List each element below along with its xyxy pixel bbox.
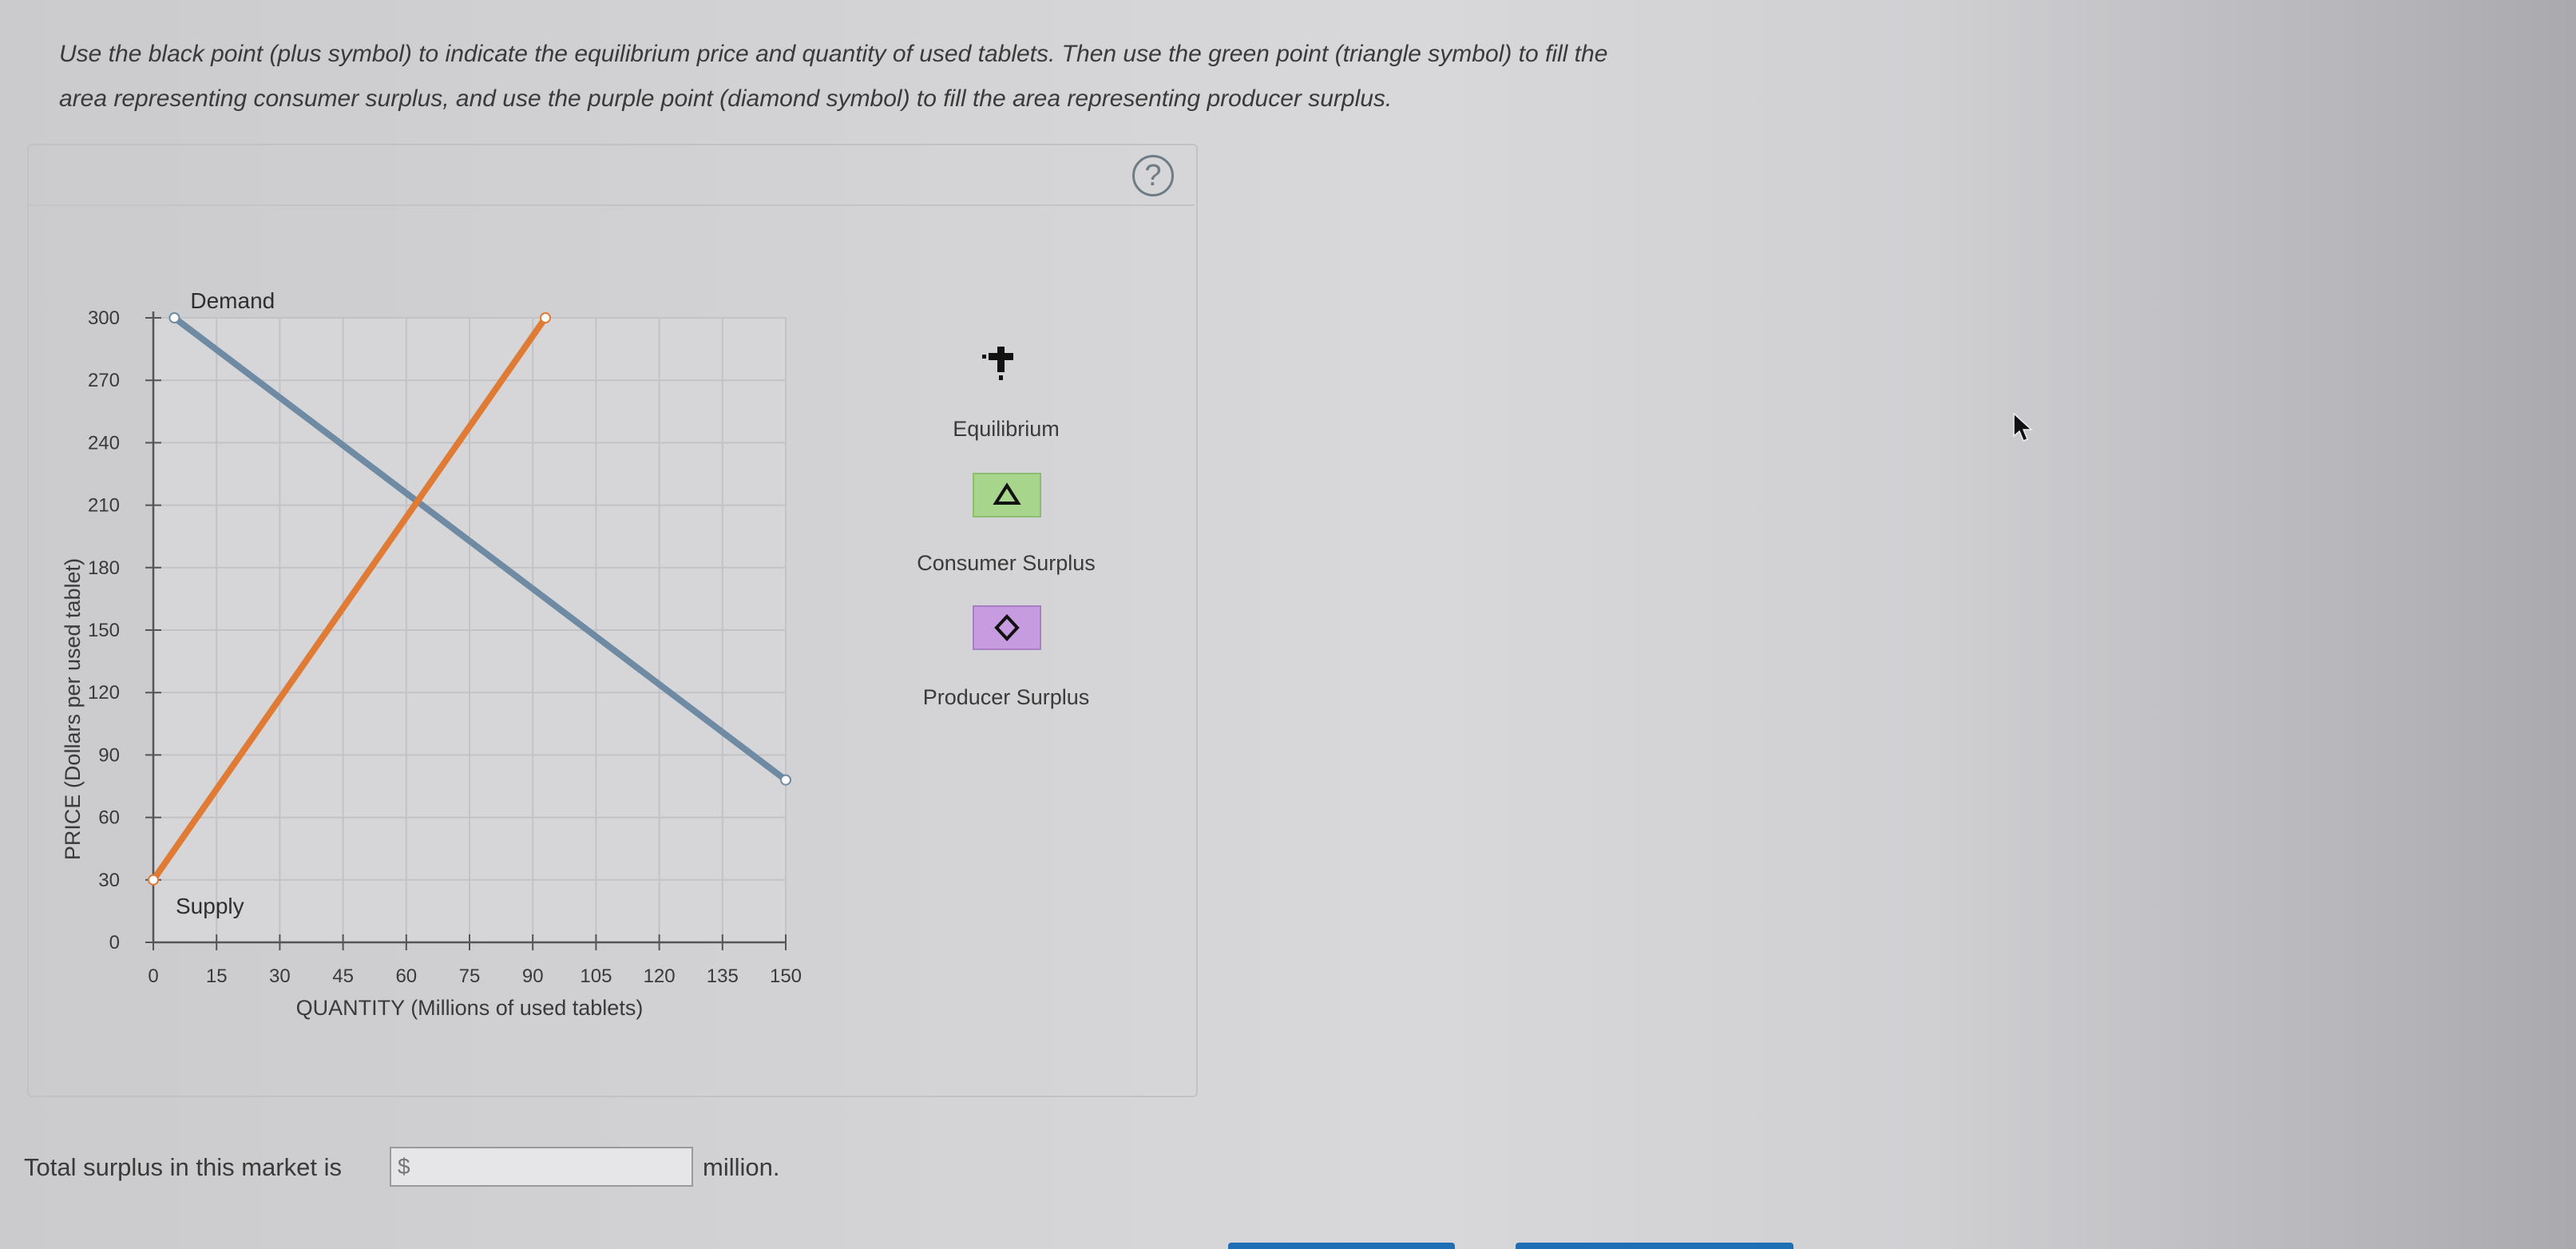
total-surplus-input[interactable] xyxy=(390,1147,693,1187)
total-surplus-label: Total surplus in this market is xyxy=(24,1153,342,1181)
consumer-surplus-label: Consumer Surplus xyxy=(917,551,1096,575)
equilibrium-label: Equilibrium xyxy=(953,417,1060,441)
consumer-surplus-tool[interactable] xyxy=(973,473,1041,517)
x-axis-label: QUANTITY (Millions of used tablets) xyxy=(296,996,644,1020)
instructions: Use the black point (plus symbol) to ind… xyxy=(59,32,1896,121)
y-tick-label: 30 xyxy=(98,870,120,891)
total-surplus-unit: million. xyxy=(703,1153,780,1181)
mouse-cursor-icon xyxy=(2013,412,2033,442)
y-tick-label: 0 xyxy=(109,932,120,954)
graph-widget xyxy=(27,144,1198,1097)
supply-curve[interactable] xyxy=(150,315,549,883)
x-tick-label: 120 xyxy=(644,965,676,987)
producer-surplus-label: Producer Surplus xyxy=(922,685,1090,709)
y-axis-label: PRICE (Dollars per used tablet) xyxy=(61,558,85,860)
y-tick-label: 300 xyxy=(88,307,120,329)
x-tick-label: 45 xyxy=(332,965,354,987)
x-tick-label: 105 xyxy=(580,965,612,987)
producer-surplus-tool[interactable] xyxy=(973,605,1041,650)
x-tick-label: 30 xyxy=(269,965,291,987)
x-tick-label: 15 xyxy=(206,965,228,987)
demand-label: Demand xyxy=(190,288,275,313)
y-tick-label: 60 xyxy=(98,807,120,829)
supply-endpoint[interactable] xyxy=(540,312,552,323)
help-button[interactable]: ? xyxy=(1132,155,1174,196)
y-tick-label: 180 xyxy=(88,557,120,579)
instructions-line-2: area representing consumer surplus, and … xyxy=(59,85,1393,112)
diamond-icon xyxy=(994,614,1020,641)
x-tick-label: 60 xyxy=(395,965,417,987)
bottom-button-right[interactable] xyxy=(1516,1243,1793,1249)
demand-curve[interactable] xyxy=(171,315,789,783)
bottom-button-left[interactable] xyxy=(1228,1243,1455,1249)
demand-endpoint[interactable] xyxy=(168,312,180,323)
y-tick-label: 150 xyxy=(88,620,120,641)
x-tick-label: 90 xyxy=(522,965,544,987)
y-tick-label: 120 xyxy=(88,682,120,704)
triangle-icon xyxy=(993,482,1021,505)
series[interactable]: Demand Supply xyxy=(148,288,791,918)
y-tick-label: 210 xyxy=(88,495,120,517)
y-tick-label: 90 xyxy=(98,744,120,766)
instructions-line-1: Use the black point (plus symbol) to ind… xyxy=(59,41,1608,67)
x-tick-label: 75 xyxy=(459,965,481,987)
supply-label: Supply xyxy=(176,894,244,918)
plus-icon[interactable] xyxy=(977,340,1025,388)
demand-endpoint[interactable] xyxy=(780,774,791,786)
x-tick-label: 150 xyxy=(770,965,802,987)
widget-toolbar xyxy=(29,144,1195,206)
y-tick-label: 270 xyxy=(88,370,120,391)
x-tick-label: 0 xyxy=(148,965,158,987)
x-tick-label: 135 xyxy=(707,965,739,987)
supply-endpoint[interactable] xyxy=(148,874,159,886)
grid xyxy=(153,317,787,942)
axes: 0 15 30 45 60 75 90 105 120 135 150 0 30 60 90 120 150 18… xyxy=(88,307,802,987)
supply-demand-graph[interactable]: 0 15 30 45 60 75 90 105 120 135 150 0 30 60 90 120 150 18… xyxy=(0,0,878,1038)
y-tick-label: 240 xyxy=(88,432,120,454)
